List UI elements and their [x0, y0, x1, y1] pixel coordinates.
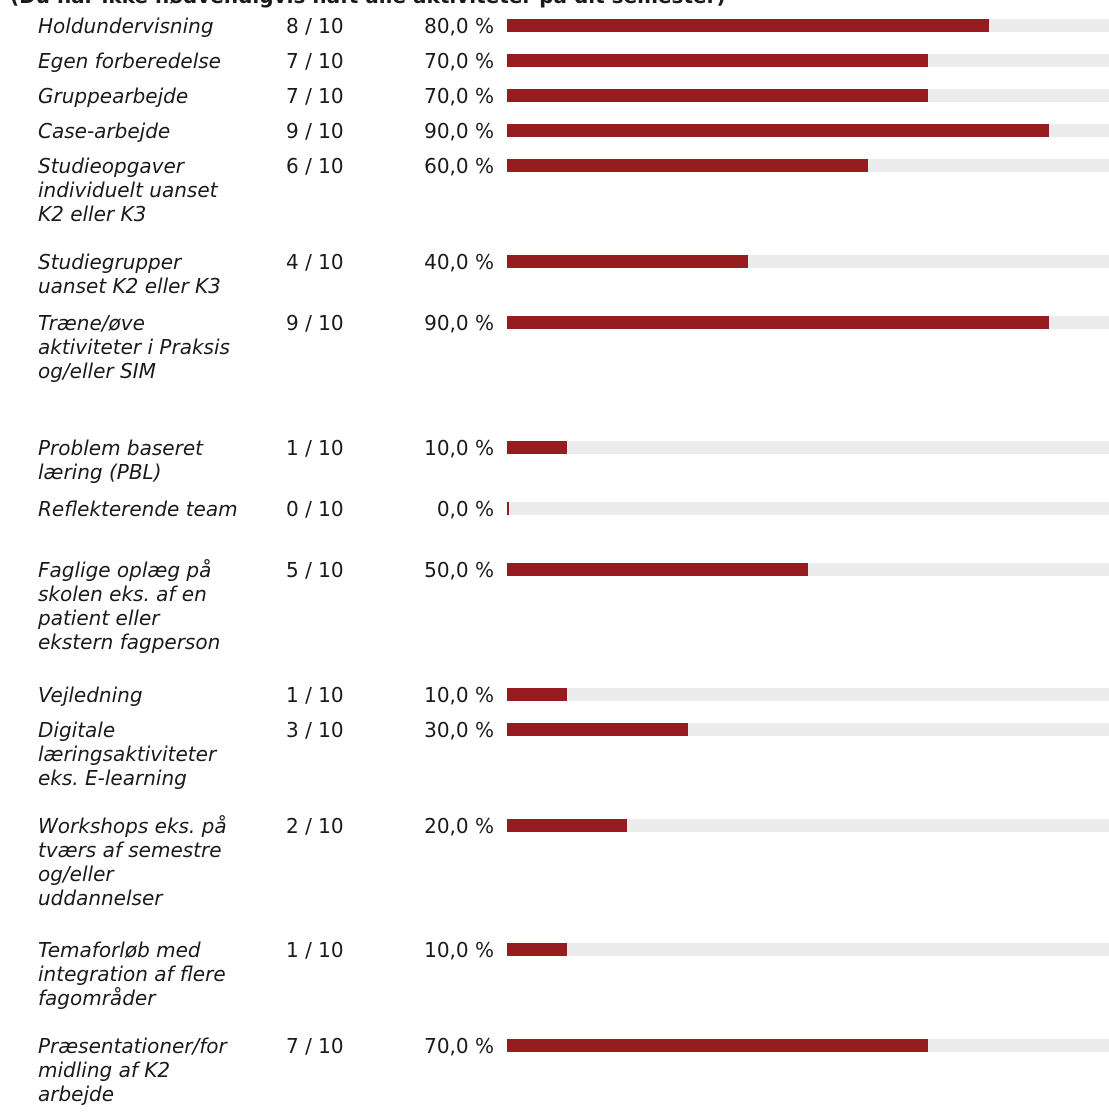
bar-track [507, 1039, 1109, 1052]
percent-label: 0,0 % [396, 497, 494, 521]
bar [507, 89, 928, 102]
category-label: Workshops eks. på tværs af semestre og/e… [38, 814, 238, 910]
category-label: Temaforløb med integration af flere fago… [38, 938, 238, 1010]
bar [507, 563, 808, 576]
count-label: 2 / 10 [286, 814, 366, 838]
category-label: Præsentationer/formidling af K2 arbejde [38, 1034, 238, 1106]
bar-track [507, 441, 1109, 454]
percent-label: 80,0 % [396, 14, 494, 38]
count-label: 7 / 10 [286, 84, 366, 108]
bar-track [507, 723, 1109, 736]
category-label: Træne/øve aktiviteter i Praksis og/eller… [38, 311, 238, 383]
category-label: Case-arbejde [38, 119, 238, 143]
count-label: 4 / 10 [286, 250, 366, 274]
percent-label: 40,0 % [396, 250, 494, 274]
category-label: Digitale læringsaktiviteter eks. E-learn… [38, 718, 238, 790]
category-label: Reflekterende team [38, 497, 238, 521]
count-label: 1 / 10 [286, 938, 366, 962]
bar-track [507, 943, 1109, 956]
category-label: Faglige oplæg på skolen eks. af en patie… [38, 558, 238, 654]
category-label: Gruppearbejde [38, 84, 238, 108]
bar [507, 124, 1049, 137]
count-label: 1 / 10 [286, 436, 366, 460]
bar [507, 441, 567, 454]
percent-label: 70,0 % [396, 84, 494, 108]
chart-header: (Du har ikke nødvendigvis haft alle akti… [10, 0, 1109, 8]
percent-label: 10,0 % [396, 683, 494, 707]
count-label: 0 / 10 [286, 497, 366, 521]
category-label: Studieopgaver individuelt uanset K2 elle… [38, 154, 238, 226]
count-label: 3 / 10 [286, 718, 366, 742]
bar [507, 19, 989, 32]
bar-track [507, 89, 1109, 102]
bar [507, 159, 868, 172]
category-label: Holdundervisning [38, 14, 238, 38]
count-label: 7 / 10 [286, 49, 366, 73]
bar-track [507, 502, 1109, 515]
bar [507, 723, 688, 736]
percent-label: 70,0 % [396, 1034, 494, 1058]
percent-label: 20,0 % [396, 814, 494, 838]
count-label: 7 / 10 [286, 1034, 366, 1058]
percent-label: 10,0 % [396, 436, 494, 460]
percent-label: 70,0 % [396, 49, 494, 73]
bar [507, 943, 567, 956]
count-label: 9 / 10 [286, 119, 366, 143]
percent-label: 30,0 % [396, 718, 494, 742]
count-label: 5 / 10 [286, 558, 366, 582]
bar [507, 819, 627, 832]
bar-track [507, 124, 1109, 137]
bar-track [507, 316, 1109, 329]
count-label: 6 / 10 [286, 154, 366, 178]
percent-label: 90,0 % [396, 311, 494, 335]
bar [507, 54, 928, 67]
bar-track [507, 563, 1109, 576]
count-label: 9 / 10 [286, 311, 366, 335]
percent-label: 50,0 % [396, 558, 494, 582]
percent-label: 60,0 % [396, 154, 494, 178]
category-label: Vejledning [38, 683, 238, 707]
percent-label: 10,0 % [396, 938, 494, 962]
bar [507, 502, 509, 515]
bar-track [507, 19, 1109, 32]
bar-track [507, 819, 1109, 832]
bar [507, 688, 567, 701]
count-label: 1 / 10 [286, 683, 366, 707]
count-label: 8 / 10 [286, 14, 366, 38]
category-label: Studiegrupper uanset K2 eller K3 [38, 250, 238, 298]
bar-track [507, 159, 1109, 172]
bar-track [507, 54, 1109, 67]
bar-track [507, 688, 1109, 701]
bar [507, 316, 1049, 329]
category-label: Egen forberedelse [38, 49, 238, 73]
bar-track [507, 255, 1109, 268]
bar [507, 1039, 928, 1052]
category-label: Problem baseret læring (PBL) [38, 436, 238, 484]
bar [507, 255, 748, 268]
percent-label: 90,0 % [396, 119, 494, 143]
